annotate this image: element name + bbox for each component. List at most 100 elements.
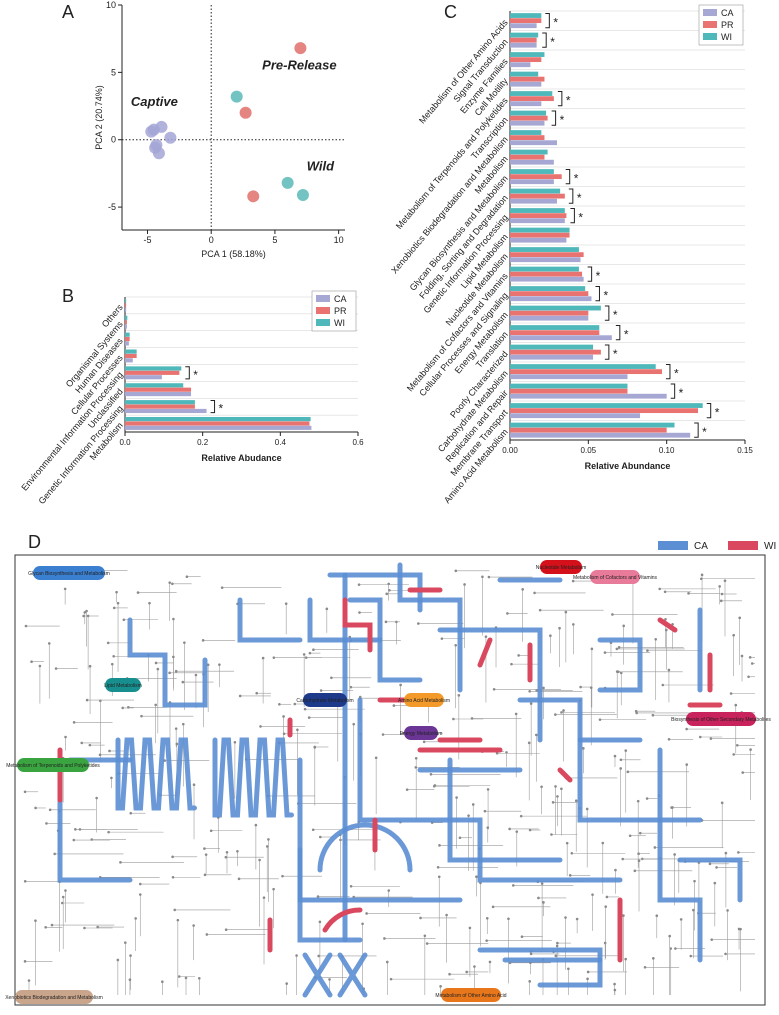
bar	[125, 387, 192, 392]
compound-node	[601, 841, 605, 845]
module-label: Xenobiotics Biodegradation and Metabolis…	[5, 995, 103, 1001]
compound-node	[422, 740, 426, 744]
bar	[510, 237, 567, 243]
bar	[125, 416, 311, 422]
compound-node	[80, 741, 84, 745]
compound-node	[119, 861, 122, 864]
bar	[510, 354, 594, 360]
compound-node	[554, 785, 557, 788]
x-tick-label: 0.6	[352, 438, 364, 447]
compound-node	[613, 982, 616, 986]
module-label: Metabolism of Terpenoids and Polyketides	[6, 763, 100, 769]
compound-node	[585, 807, 589, 811]
compound-node	[311, 828, 315, 832]
bar	[510, 305, 601, 311]
group-label: Pre-Release	[262, 58, 336, 73]
compound-node	[747, 675, 750, 679]
compound-node	[572, 623, 575, 626]
significance-mark: *	[613, 308, 618, 322]
significance-mark: *	[566, 94, 571, 108]
compound-node	[44, 925, 47, 929]
compound-node	[488, 960, 492, 964]
compound-node	[419, 916, 422, 920]
compound-node	[643, 965, 647, 969]
compound-node	[86, 614, 90, 618]
compound-node	[171, 875, 175, 879]
legend-label: PR	[334, 306, 347, 316]
compound-node	[619, 767, 622, 770]
pathway-map: CA WI Glycan Biosynthesis and Metabolism Nu…	[5, 541, 776, 1004]
compound-node	[519, 814, 523, 818]
ca-pathway	[397, 562, 463, 693]
compound-node	[651, 713, 655, 717]
compound-node	[723, 579, 727, 583]
compound-node	[575, 917, 579, 921]
compound-node	[560, 787, 563, 791]
ca-pathway	[317, 822, 413, 873]
compound-node	[349, 685, 353, 689]
compound-node	[467, 814, 470, 817]
compound-node	[129, 954, 132, 957]
ca-pathway	[357, 697, 623, 883]
compound-node	[645, 797, 649, 800]
compound-node	[699, 577, 703, 581]
compound-node	[304, 656, 308, 659]
bar	[510, 81, 542, 87]
compound-node	[658, 587, 662, 591]
bar	[510, 213, 567, 219]
module-badge	[15, 990, 93, 1004]
compound-node	[259, 725, 262, 728]
compound-node	[220, 586, 224, 589]
compound-node	[389, 977, 393, 981]
compound-node	[381, 733, 385, 736]
compound-node	[172, 655, 175, 659]
compound-node	[624, 957, 627, 961]
ca-pathway	[347, 597, 383, 643]
ca-pathway	[477, 947, 603, 988]
panel-letter: D	[28, 532, 41, 552]
compound-node	[495, 751, 499, 755]
compound-node	[34, 919, 37, 922]
compound-node	[171, 582, 174, 586]
compound-node	[27, 979, 31, 982]
ca-pathway	[657, 747, 703, 963]
significance-mark: *	[578, 211, 583, 225]
compound-node	[741, 771, 745, 774]
point	[239, 106, 252, 119]
module-badge	[686, 712, 756, 726]
compound-node	[74, 828, 77, 831]
ca-pathway	[327, 572, 423, 613]
bar	[125, 353, 137, 359]
ca-pathway	[337, 952, 368, 998]
compound-node	[374, 756, 378, 760]
compound-node	[38, 664, 42, 668]
compound-node	[307, 716, 311, 719]
compound-node	[528, 980, 532, 983]
compound-node	[177, 975, 181, 978]
compound-node	[361, 922, 364, 926]
compound-node	[203, 847, 206, 850]
compound-node	[485, 916, 489, 920]
compound-node	[732, 753, 735, 756]
bar	[510, 13, 542, 18]
compound-node	[173, 908, 177, 912]
bar	[510, 101, 542, 107]
compound-node	[168, 671, 171, 675]
bar	[510, 154, 545, 160]
bar	[510, 247, 579, 252]
legend-swatch	[316, 307, 330, 314]
x-tick-label: 0.05	[581, 446, 597, 455]
bar	[510, 149, 548, 155]
compound-node	[295, 954, 298, 957]
compound-node	[282, 715, 285, 718]
bar	[125, 336, 130, 342]
significance-bracket	[694, 422, 699, 438]
significance-mark: *	[679, 386, 684, 400]
compound-node	[554, 713, 557, 716]
compound-node	[201, 639, 205, 642]
compound-node	[687, 592, 690, 595]
compound-node	[455, 796, 458, 799]
x-axis-label: Relative Abundance	[585, 461, 671, 471]
compound-node	[533, 591, 536, 595]
compound-node	[317, 954, 320, 958]
